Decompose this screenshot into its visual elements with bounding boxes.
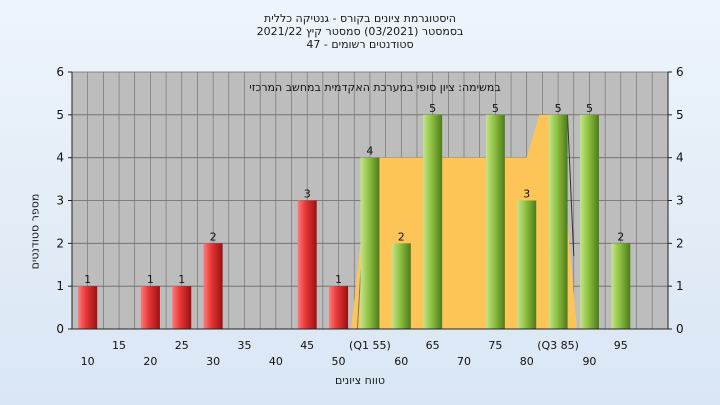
- x-tick-label: 60: [394, 355, 408, 368]
- bar: [579, 114, 599, 329]
- data-label: 1: [178, 273, 185, 286]
- x-axis-label: טווח ציונים: [335, 374, 385, 387]
- x-tick-label: 40: [269, 355, 283, 368]
- x-tick-label: 15: [112, 339, 126, 352]
- y-tick-label-right: 6: [676, 65, 684, 79]
- x-tick-label: 90: [582, 355, 596, 368]
- bar: [360, 157, 380, 329]
- chart-annotation: במשימה: ציון סופי במערכת האקדמית במחשב ה…: [249, 81, 500, 94]
- y-tick-label-left: 5: [56, 108, 64, 122]
- bar: [611, 243, 631, 329]
- x-tick-label: 20: [143, 355, 157, 368]
- x-tick-label: 45: [300, 339, 314, 352]
- data-label: 1: [84, 273, 91, 286]
- x-tick-label: 25: [175, 339, 189, 352]
- data-label: 2: [210, 230, 217, 243]
- y-tick-label-right: 0: [676, 322, 684, 336]
- bar: [140, 286, 160, 329]
- bar: [203, 243, 223, 329]
- bar: [297, 200, 317, 329]
- chart-title-line-1: היסטוגרמת ציונים בקורס - גנטיקה כללית: [264, 12, 456, 25]
- bar: [517, 200, 537, 329]
- x-tick-label: (Q1 55): [349, 339, 391, 352]
- data-label: 5: [555, 102, 562, 115]
- y-tick-label-left: 6: [56, 65, 64, 79]
- y-tick-label-left: 2: [56, 236, 64, 250]
- bar: [78, 286, 98, 329]
- bar: [548, 114, 568, 329]
- data-label: 1: [335, 273, 342, 286]
- bar: [329, 286, 349, 329]
- x-tick-label: 30: [206, 355, 220, 368]
- data-label: 4: [366, 145, 373, 158]
- y-tick-label-right: 5: [676, 108, 684, 122]
- bar: [485, 114, 505, 329]
- q3-guide-line: [566, 114, 575, 257]
- x-tick-label: (Q3 85): [537, 339, 579, 352]
- x-tick-label: 70: [457, 355, 471, 368]
- chart-title-line-3: סטודנטים רשומים - 47: [306, 38, 414, 51]
- y-tick-label-left: 3: [56, 194, 64, 208]
- data-label: 1: [147, 273, 154, 286]
- data-label: 5: [492, 102, 499, 115]
- y-tick-label-left: 1: [56, 279, 64, 293]
- data-label: 3: [523, 188, 530, 201]
- y-tick-label-right: 4: [676, 151, 684, 165]
- y-tick-label-right: 3: [676, 194, 684, 208]
- bar: [391, 243, 411, 329]
- x-tick-label: 95: [614, 339, 628, 352]
- data-label: 3: [304, 188, 311, 201]
- data-label: 2: [398, 230, 405, 243]
- data-label: 5: [429, 102, 436, 115]
- y-tick-label-left: 4: [56, 151, 64, 165]
- data-label: 5: [586, 102, 593, 115]
- x-tick-label: 80: [520, 355, 534, 368]
- y-tick-label-right: 2: [676, 236, 684, 250]
- x-tick-label: 75: [488, 339, 502, 352]
- data-label: 2: [617, 230, 624, 243]
- x-tick-label: 35: [237, 339, 251, 352]
- y-tick-label-left: 0: [56, 322, 64, 336]
- bar: [423, 114, 443, 329]
- y-tick-label-right: 1: [676, 279, 684, 293]
- chart-title-line-2: בסמסטר (03/2021) סמסטר קיץ 2021/22: [256, 25, 464, 38]
- bar: [172, 286, 192, 329]
- y-axis-label: מספר סטודנטים: [28, 193, 42, 270]
- x-tick-label: 50: [332, 355, 346, 368]
- x-tick-label: 10: [81, 355, 95, 368]
- x-tick-label: 65: [426, 339, 440, 352]
